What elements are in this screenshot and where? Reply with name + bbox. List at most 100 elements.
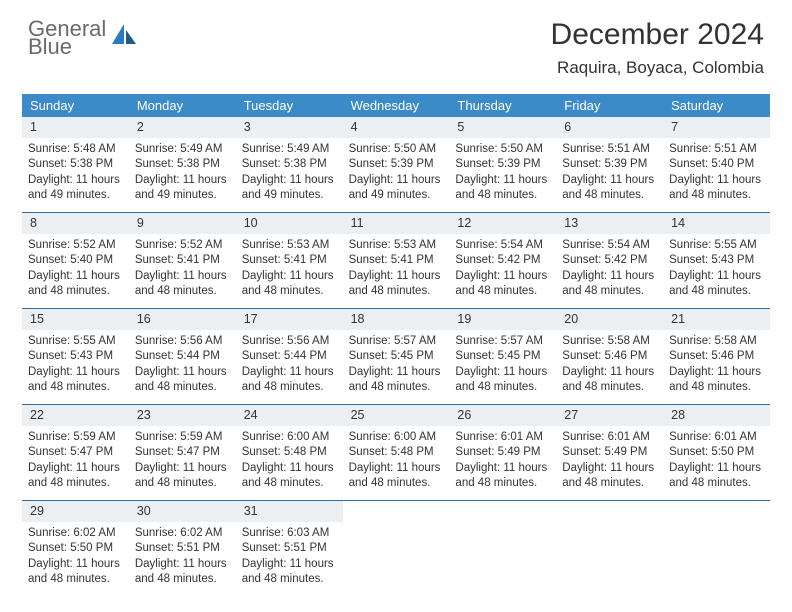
day-cell: 29 Sunrise: 6:02 AMSunset: 5:50 PMDayligh… xyxy=(22,501,129,596)
day-cell: 25Sunrise: 6:00 AMSunset: 5:48 PMDayligh… xyxy=(343,405,450,500)
day-cell: 19Sunrise: 5:57 AMSunset: 5:45 PMDayligh… xyxy=(449,309,556,404)
day-number: 13 xyxy=(556,213,663,234)
daylight-text: Daylight: 11 hours and 48 minutes. xyxy=(242,269,337,300)
sunset-text: Sunset: 5:38 PM xyxy=(135,157,230,173)
day-cell xyxy=(449,501,556,596)
sunrise-text: Sunrise: 5:59 AM xyxy=(28,430,123,446)
sunset-text: Sunset: 5:47 PM xyxy=(28,445,123,461)
sunrise-text: Sunrise: 6:00 AM xyxy=(349,430,444,446)
daylight-text: Daylight: 11 hours and 48 minutes. xyxy=(562,461,657,492)
sunrise-text: Sunrise: 6:01 AM xyxy=(562,430,657,446)
daylight-text: Daylight: 11 hours and 49 minutes. xyxy=(242,173,337,204)
sunrise-text: Sunrise: 5:50 AM xyxy=(349,142,444,158)
day-number: 12 xyxy=(449,213,556,234)
day-cell: 22Sunrise: 5:59 AMSunset: 5:47 PMDayligh… xyxy=(22,405,129,500)
daylight-text: Daylight: 11 hours and 48 minutes. xyxy=(242,557,337,588)
sunrise-text: Sunrise: 5:52 AM xyxy=(135,238,230,254)
week-row: 15Sunrise: 5:55 AMSunset: 5:43 PMDayligh… xyxy=(22,309,770,405)
sunrise-text: Sunrise: 5:53 AM xyxy=(349,238,444,254)
sunset-text: Sunset: 5:42 PM xyxy=(562,253,657,269)
sunrise-text: Sunrise: 6:01 AM xyxy=(455,430,550,446)
sunset-text: Sunset: 5:43 PM xyxy=(28,349,123,365)
sunset-text: Sunset: 5:43 PM xyxy=(669,253,764,269)
month-title: December 2024 xyxy=(551,18,764,52)
day-cell: 5Sunrise: 5:50 AMSunset: 5:39 PMDaylight… xyxy=(449,117,556,212)
title-block: December 2024 Raquira, Boyaca, Colombia xyxy=(551,18,764,78)
sunrise-text: Sunrise: 5:58 AM xyxy=(562,334,657,350)
daylight-text: Daylight: 11 hours and 48 minutes. xyxy=(135,461,230,492)
day-number: 23 xyxy=(129,405,236,426)
day-header: Saturday xyxy=(663,94,770,117)
logo-text-block: General Blue xyxy=(28,18,106,58)
daylight-text: Daylight: 11 hours and 48 minutes. xyxy=(562,365,657,396)
sunrise-text: Sunrise: 5:52 AM xyxy=(28,238,123,254)
day-cell: 24Sunrise: 6:00 AMSunset: 5:48 PMDayligh… xyxy=(236,405,343,500)
day-number: 30 xyxy=(129,501,236,522)
sunset-text: Sunset: 5:38 PM xyxy=(242,157,337,173)
day-number: 24 xyxy=(236,405,343,426)
sunset-text: Sunset: 5:41 PM xyxy=(349,253,444,269)
sunrise-text: Sunrise: 5:56 AM xyxy=(242,334,337,350)
day-number: 27 xyxy=(556,405,663,426)
sunset-text: Sunset: 5:39 PM xyxy=(349,157,444,173)
header: General Blue December 2024 Raquira, Boya… xyxy=(0,0,792,86)
logo: General Blue xyxy=(28,18,138,58)
day-cell: 13Sunrise: 5:54 AMSunset: 5:42 PMDayligh… xyxy=(556,213,663,308)
day-cell: 18Sunrise: 5:57 AMSunset: 5:45 PMDayligh… xyxy=(343,309,450,404)
sunset-text: Sunset: 5:39 PM xyxy=(562,157,657,173)
daylight-text: Daylight: 11 hours and 48 minutes. xyxy=(28,557,123,588)
sunrise-text: Sunrise: 5:55 AM xyxy=(669,238,764,254)
day-cell: 30Sunrise: 6:02 AMSunset: 5:51 PMDayligh… xyxy=(129,501,236,596)
sunset-text: Sunset: 5:44 PM xyxy=(242,349,337,365)
day-cell: 11Sunrise: 5:53 AMSunset: 5:41 PMDayligh… xyxy=(343,213,450,308)
sunrise-text: Sunrise: 5:58 AM xyxy=(669,334,764,350)
daylight-text: Daylight: 11 hours and 48 minutes. xyxy=(28,269,123,300)
day-number: 1 xyxy=(22,117,129,138)
day-number: 2 xyxy=(129,117,236,138)
daylight-text: Daylight: 11 hours and 49 minutes. xyxy=(349,173,444,204)
week-row: 1Sunrise: 5:48 AMSunset: 5:38 PMDaylight… xyxy=(22,117,770,213)
sunrise-text: Sunrise: 6:02 AM xyxy=(28,526,123,542)
daylight-text: Daylight: 11 hours and 48 minutes. xyxy=(669,461,764,492)
day-number: 14 xyxy=(663,213,770,234)
daylight-text: Daylight: 11 hours and 48 minutes. xyxy=(562,173,657,204)
sunrise-text: Sunrise: 5:55 AM xyxy=(28,334,123,350)
day-cell xyxy=(663,501,770,596)
sunset-text: Sunset: 5:39 PM xyxy=(455,157,550,173)
sunrise-text: Sunrise: 5:54 AM xyxy=(562,238,657,254)
day-number: 26 xyxy=(449,405,556,426)
sunset-text: Sunset: 5:41 PM xyxy=(242,253,337,269)
sunset-text: Sunset: 5:50 PM xyxy=(28,541,123,557)
sunset-text: Sunset: 5:48 PM xyxy=(349,445,444,461)
sunset-text: Sunset: 5:49 PM xyxy=(562,445,657,461)
sunset-text: Sunset: 5:51 PM xyxy=(242,541,337,557)
day-number: 5 xyxy=(449,117,556,138)
day-cell: 1Sunrise: 5:48 AMSunset: 5:38 PMDaylight… xyxy=(22,117,129,212)
day-number: 18 xyxy=(343,309,450,330)
daylight-text: Daylight: 11 hours and 48 minutes. xyxy=(28,365,123,396)
day-number: 6 xyxy=(556,117,663,138)
sunset-text: Sunset: 5:47 PM xyxy=(135,445,230,461)
daylight-text: Daylight: 11 hours and 48 minutes. xyxy=(135,557,230,588)
day-number: 4 xyxy=(343,117,450,138)
day-cell: 17Sunrise: 5:56 AMSunset: 5:44 PMDayligh… xyxy=(236,309,343,404)
sunrise-text: Sunrise: 6:00 AM xyxy=(242,430,337,446)
day-number: 31 xyxy=(236,501,343,522)
sunrise-text: Sunrise: 5:53 AM xyxy=(242,238,337,254)
daylight-text: Daylight: 11 hours and 48 minutes. xyxy=(349,461,444,492)
sunset-text: Sunset: 5:49 PM xyxy=(455,445,550,461)
day-header: Tuesday xyxy=(236,94,343,117)
sunrise-text: Sunrise: 6:01 AM xyxy=(669,430,764,446)
day-cell: 12Sunrise: 5:54 AMSunset: 5:42 PMDayligh… xyxy=(449,213,556,308)
sunrise-text: Sunrise: 5:49 AM xyxy=(242,142,337,158)
daylight-text: Daylight: 11 hours and 48 minutes. xyxy=(135,365,230,396)
day-cell: 4 Sunrise: 5:50 AMSunset: 5:39 PMDaylight… xyxy=(343,117,450,212)
day-header: Friday xyxy=(556,94,663,117)
daylight-text: Daylight: 11 hours and 48 minutes. xyxy=(455,269,550,300)
day-cell: 20Sunrise: 5:58 AMSunset: 5:46 PMDayligh… xyxy=(556,309,663,404)
daylight-text: Daylight: 11 hours and 48 minutes. xyxy=(669,173,764,204)
day-number: 21 xyxy=(663,309,770,330)
sunrise-text: Sunrise: 5:57 AM xyxy=(455,334,550,350)
day-number: 3 xyxy=(236,117,343,138)
day-number: 29 xyxy=(22,501,129,522)
